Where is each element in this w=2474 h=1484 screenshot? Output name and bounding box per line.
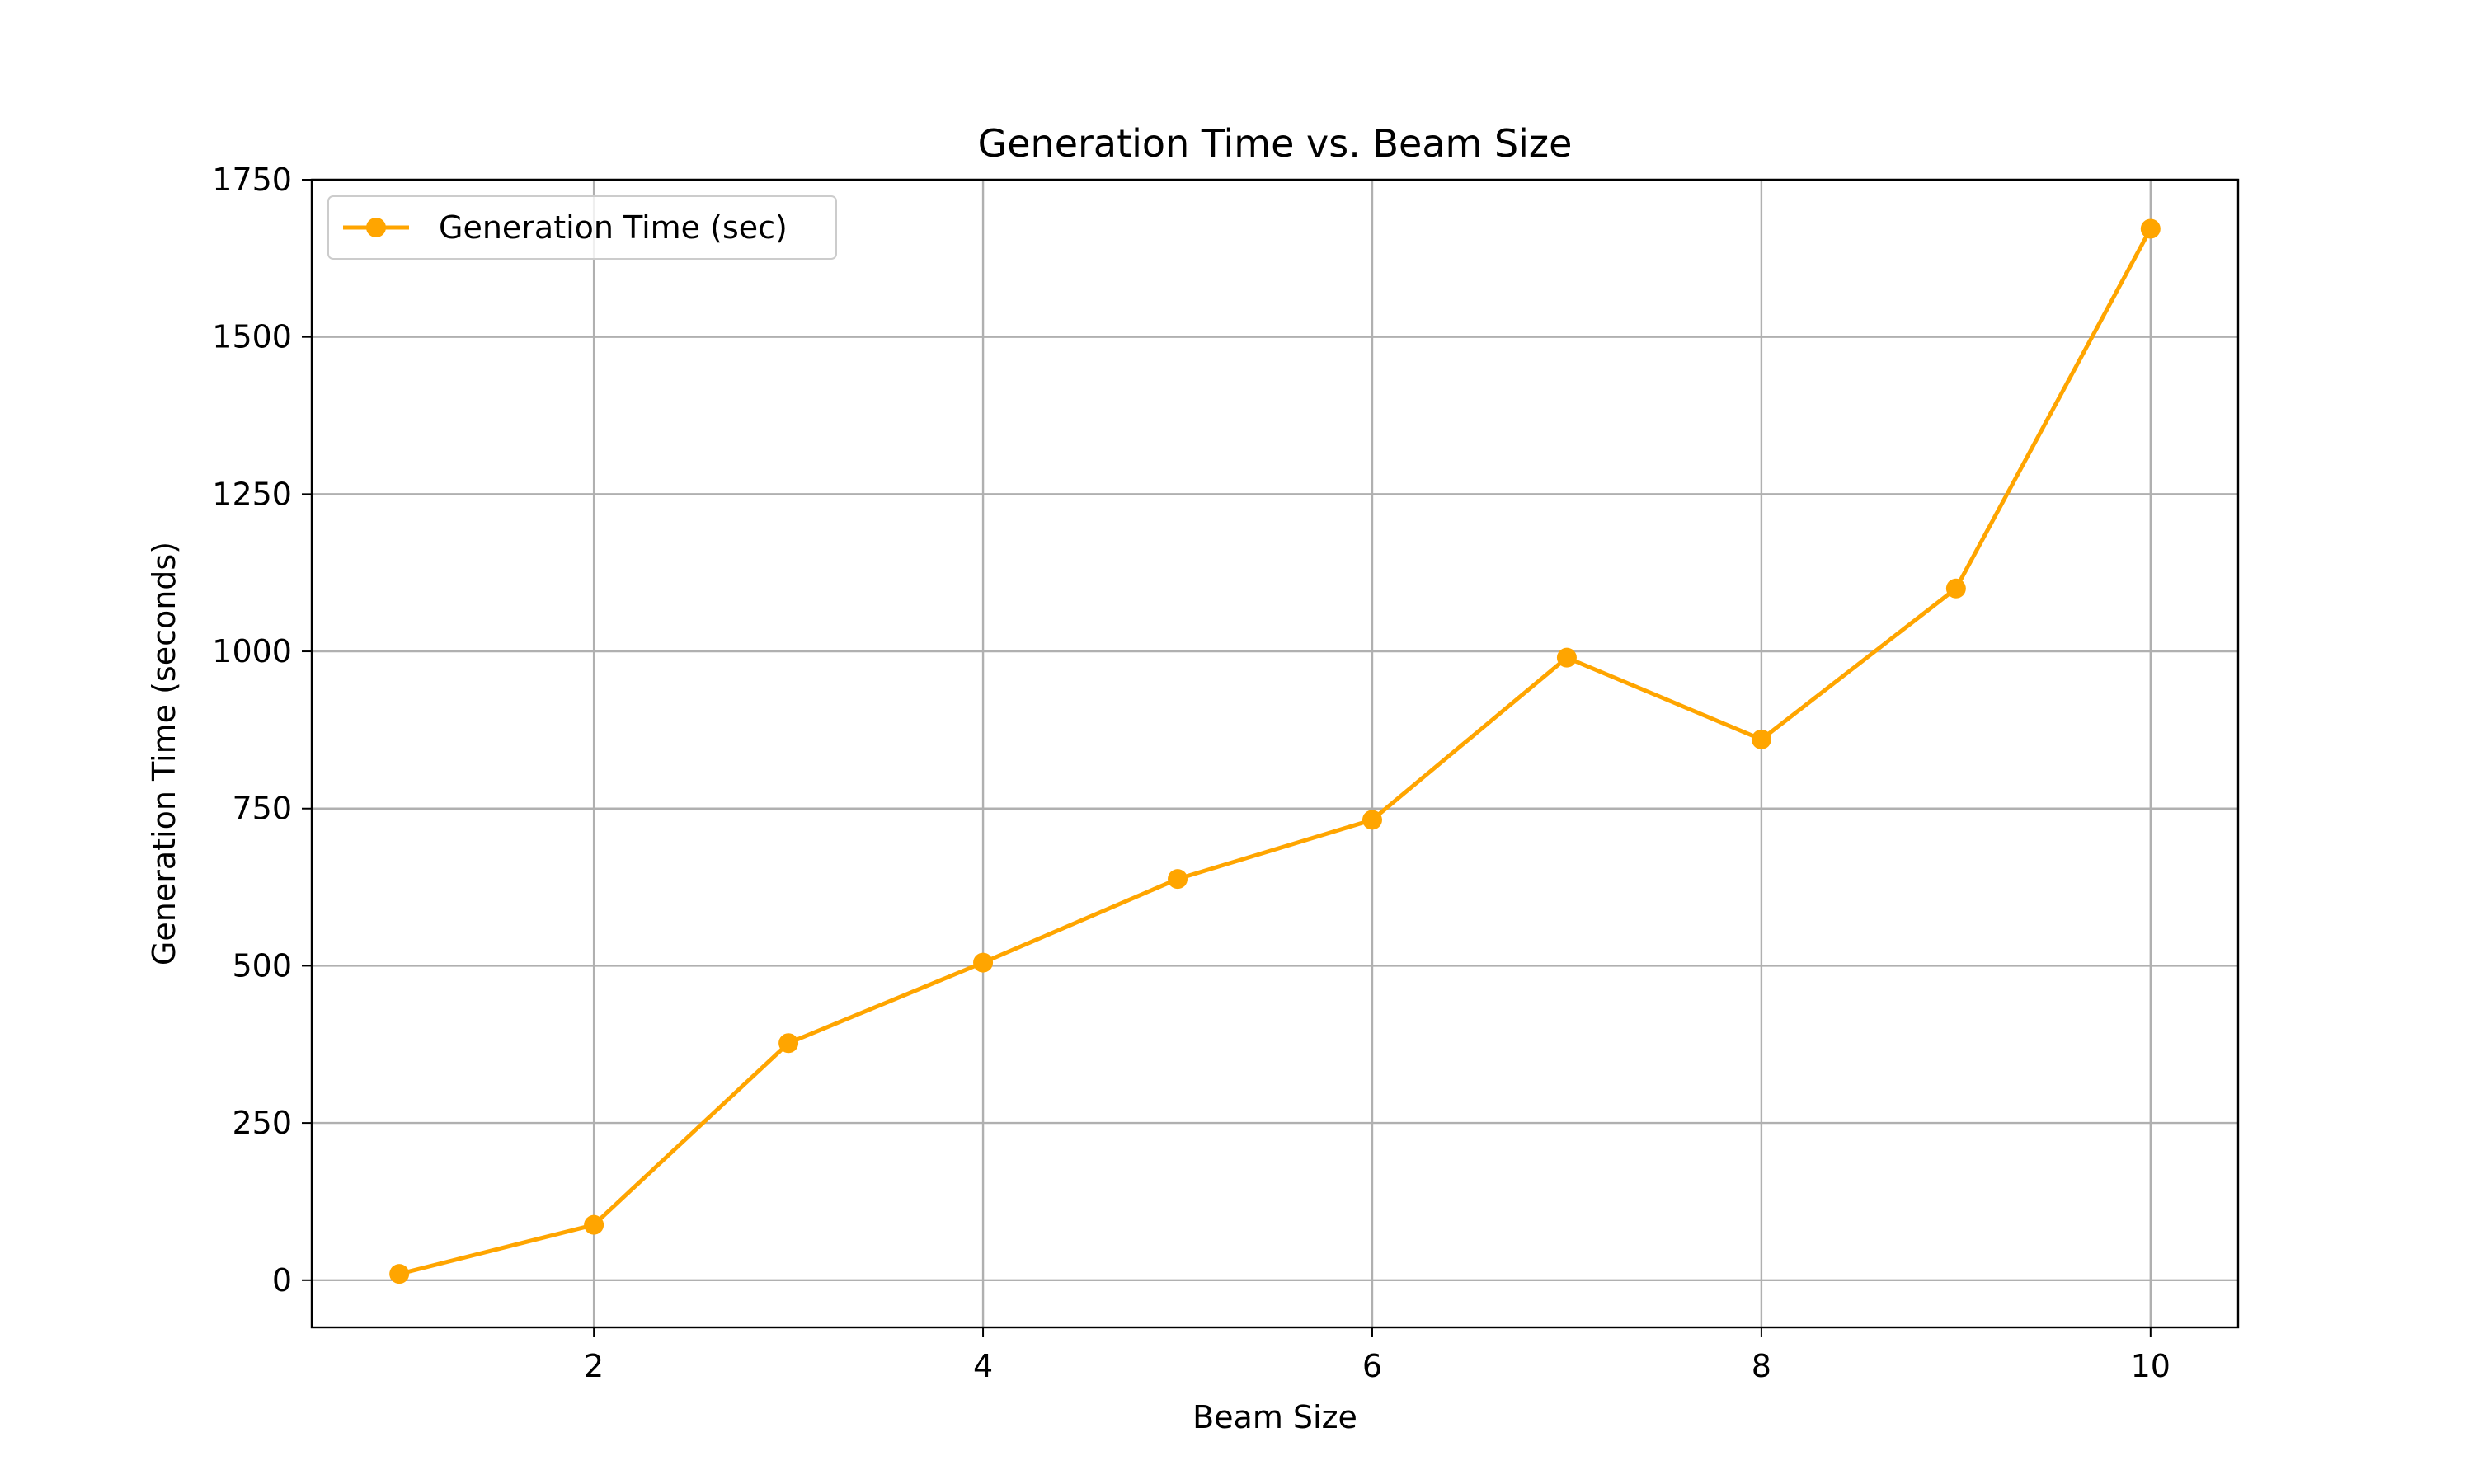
data-point [1751, 729, 1771, 749]
y-tick-label: 500 [232, 947, 292, 984]
data-point [584, 1214, 604, 1235]
x-tick-label: 2 [584, 1348, 604, 1384]
grid [312, 178, 2238, 1327]
data-point [2140, 218, 2161, 239]
series-line [397, 226, 2153, 1276]
x-tick-label: 8 [1752, 1348, 1771, 1384]
data-point [778, 1033, 799, 1054]
x-tick-label: 6 [1362, 1348, 1382, 1384]
data-point [1168, 869, 1188, 890]
y-axis-ticks: 0 250 500 750 1000 1250 1500 1750 [212, 162, 312, 1298]
legend: Generation Time (sec) [327, 195, 837, 260]
legend-marker-swatch [366, 218, 386, 237]
series-layer [389, 218, 2161, 1284]
data-point [973, 952, 994, 973]
data-point [1362, 810, 1382, 830]
y-tick-label: 0 [272, 1262, 292, 1298]
legend-label: Generation Time (sec) [439, 209, 788, 246]
y-axis-label: Generation Time (seconds) [146, 542, 182, 965]
x-axis-ticks: 2 4 6 8 10 [584, 1327, 2171, 1384]
y-tick-label: 1000 [212, 633, 292, 669]
x-tick-label: 10 [2131, 1348, 2171, 1384]
data-point [1556, 647, 1577, 668]
y-tick-label: 1500 [212, 319, 292, 355]
y-tick-label: 1250 [212, 476, 292, 512]
x-axis-label: Beam Size [1192, 1399, 1357, 1435]
y-tick-label: 750 [232, 791, 292, 827]
data-point [1945, 578, 1966, 599]
chart-title: Generation Time vs. Beam Size [978, 121, 1573, 166]
plot-frame [310, 178, 2240, 1329]
legend-box [327, 195, 837, 260]
y-tick-label: 1750 [212, 162, 292, 198]
y-tick-label: 250 [232, 1105, 292, 1141]
data-point [389, 1264, 410, 1284]
x-tick-label: 4 [973, 1348, 993, 1384]
